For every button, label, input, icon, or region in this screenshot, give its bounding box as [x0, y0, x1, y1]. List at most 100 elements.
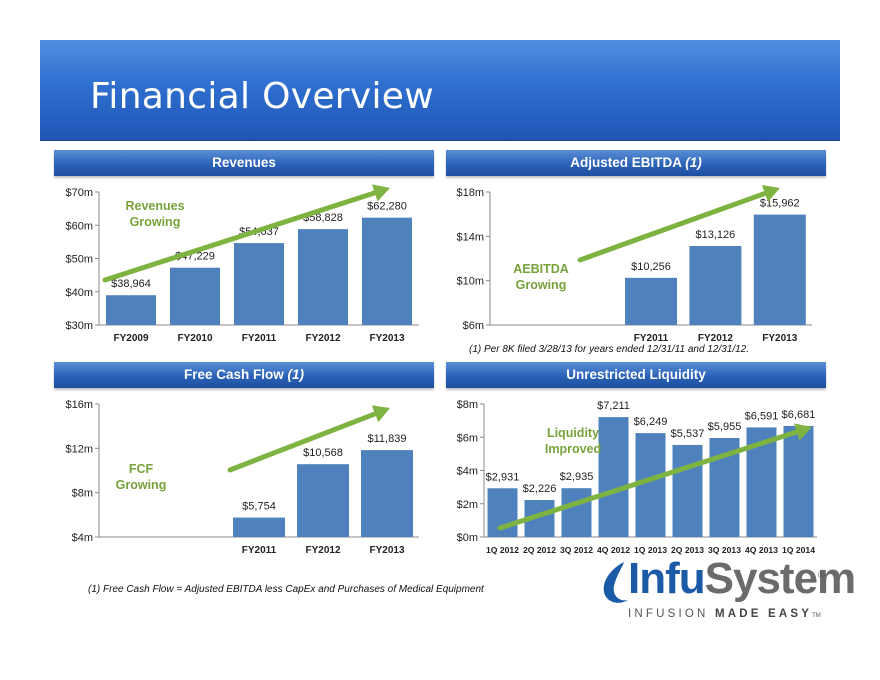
liquidity-annotation-line: Liquidity	[547, 426, 599, 440]
ebitda-header-note: (1)	[685, 155, 702, 170]
liquidity-header-label: Unrestricted Liquidity	[566, 367, 706, 382]
liquidity-x-tick-label: 2Q 2012	[523, 545, 556, 555]
revenues-trend-arrow	[102, 190, 378, 283]
fcf-y-tick-label: $4m	[72, 532, 93, 544]
fcf-y-tick-label: $12m	[65, 443, 93, 455]
liquidity-annotation-line: Improved	[545, 442, 601, 456]
ebitda-bar	[625, 277, 677, 325]
liquidity-data-label: $2,935	[560, 471, 594, 483]
liquidity-x-tick-label: 2Q 2013	[671, 545, 704, 555]
logo-tagline-tm: TM	[812, 613, 821, 619]
ebitda-trend-arrow	[577, 190, 768, 263]
fcf-bar	[361, 450, 413, 537]
revenues-x-tick-label: FY2012	[305, 333, 340, 344]
ebitda-x-tick-label: FY2011	[634, 333, 669, 344]
ebitda-y-tick-label: $18m	[456, 187, 484, 199]
liquidity-data-label: $5,537	[671, 428, 705, 440]
ebitda-bar	[689, 246, 742, 325]
fcf-annotation-line: FCF	[129, 462, 154, 476]
revenues-annotation-line: Growing	[130, 215, 181, 229]
ebitda-footnote: (1) Per 8K filed 3/28/13 for years ended…	[469, 344, 750, 355]
logo-tagline: INFUSION MADE EASYTM	[628, 608, 821, 620]
ebitda-x-tick-label: FY2012	[698, 333, 733, 344]
revenues-data-label: $62,280	[367, 201, 407, 213]
revenues-y-tick-label: $40m	[65, 287, 93, 299]
liquidity-data-label: $6,681	[782, 409, 816, 421]
revenues-annotation-line: Revenues	[125, 199, 184, 213]
liquidity-header: Unrestricted Liquidity	[446, 362, 826, 388]
fcf-annotation-line: Growing	[116, 478, 167, 492]
liquidity-x-tick-label: 4Q 2013	[745, 545, 778, 555]
ebitda-header: Adjusted EBITDA (1)	[446, 150, 826, 176]
ebitda-annotation-line: Growing	[516, 278, 567, 292]
fcf-bar	[297, 464, 349, 537]
fcf-trend-arrowhead	[371, 405, 390, 423]
logo-brand-part2: System	[704, 554, 857, 603]
liquidity-data-label: $6,249	[634, 416, 668, 428]
revenues-x-tick-label: FY2011	[242, 333, 277, 344]
revenues-y-tick-label: $50m	[65, 254, 93, 266]
fcf-x-tick-label: FY2013	[369, 545, 404, 556]
revenues-y-tick-label: $60m	[65, 220, 93, 232]
fcf-y-tick-label: $8m	[72, 488, 93, 500]
revenues-bar	[170, 267, 220, 325]
liquidity-x-tick-label: 1Q 2014	[782, 545, 815, 555]
liquidity-y-tick-label: $6m	[457, 432, 478, 444]
revenues-x-tick-label: FY2013	[369, 333, 404, 344]
logo-registered: ®	[818, 570, 825, 580]
fcf-data-label: $11,839	[368, 433, 407, 445]
liquidity-bar	[672, 444, 703, 537]
logo-tagline-bold: MADE EASY	[714, 608, 813, 620]
fcf-footnote: (1) Free Cash Flow = Adjusted EBITDA les…	[88, 584, 484, 595]
liquidity-y-tick-label: $2m	[457, 499, 478, 511]
fcf-y-tick-label: $16m	[65, 399, 93, 411]
revenues-y-tick-label: $70m	[65, 187, 93, 199]
fcf-header-note: (1)	[287, 367, 305, 382]
ebitda-header-label: Adjusted EBITDA	[570, 155, 682, 170]
revenues-header: Revenues	[54, 150, 434, 176]
page-title: Financial Overview	[90, 76, 434, 117]
liquidity-data-label: $6,591	[745, 410, 779, 422]
liquidity-trend-arrow	[497, 429, 800, 531]
revenues-x-tick-label: FY2010	[177, 333, 212, 344]
fcf-x-tick-label: FY2011	[242, 545, 277, 556]
revenues-bar	[106, 295, 156, 325]
logo-wordmark: InfuSystem	[628, 554, 857, 604]
liquidity-x-tick-label: 3Q 2012	[560, 545, 593, 555]
ebitda-annotation-line: AEBITDA	[513, 262, 569, 276]
liquidity-y-tick-label: $8m	[457, 399, 478, 411]
ebitda-x-tick-label: FY2013	[762, 333, 797, 344]
liquidity-data-label: $5,955	[708, 421, 742, 433]
liquidity-bar	[783, 425, 814, 537]
liquidity-x-tick-label: 1Q 2013	[634, 545, 667, 555]
liquidity-bar	[561, 488, 592, 537]
fcf-x-tick-label: FY2012	[305, 545, 340, 556]
revenues-bar	[362, 217, 412, 325]
revenues-bar	[234, 243, 284, 325]
ebitda-y-tick-label: $10m	[456, 276, 484, 288]
drop-icon	[603, 562, 628, 603]
liquidity-x-tick-label: 3Q 2013	[708, 545, 741, 555]
ebitda-data-label: $15,962	[760, 198, 800, 210]
ebitda-data-label: $13,126	[696, 229, 736, 241]
logo-tagline-light: INFUSION	[628, 608, 709, 620]
revenues-x-tick-label: FY2009	[113, 333, 148, 344]
fcf-bar	[233, 517, 285, 537]
liquidity-x-tick-label: 1Q 2012	[486, 545, 519, 555]
revenues-header-label: Revenues	[212, 155, 276, 170]
ebitda-trend-arrowhead	[761, 184, 780, 202]
liquidity-x-tick-label: 4Q 2012	[597, 545, 630, 555]
liquidity-y-tick-label: $0m	[457, 532, 478, 544]
ebitda-y-tick-label: $6m	[463, 320, 484, 332]
ebitda-data-label: $10,256	[631, 261, 671, 273]
fcf-data-label: $5,754	[242, 501, 276, 513]
revenues-data-label: $38,964	[111, 278, 151, 290]
liquidity-data-label: $2,226	[523, 483, 557, 495]
ebitda-bar	[753, 214, 806, 325]
liquidity-data-label: $2,931	[486, 471, 520, 483]
infusystem-logo: InfuSystem ® INFUSION MADE EASYTM	[598, 552, 856, 632]
fcf-header: Free Cash Flow (1)	[54, 362, 434, 388]
liquidity-trend-arrowhead	[794, 423, 812, 441]
revenues-y-tick-label: $30m	[65, 320, 93, 332]
